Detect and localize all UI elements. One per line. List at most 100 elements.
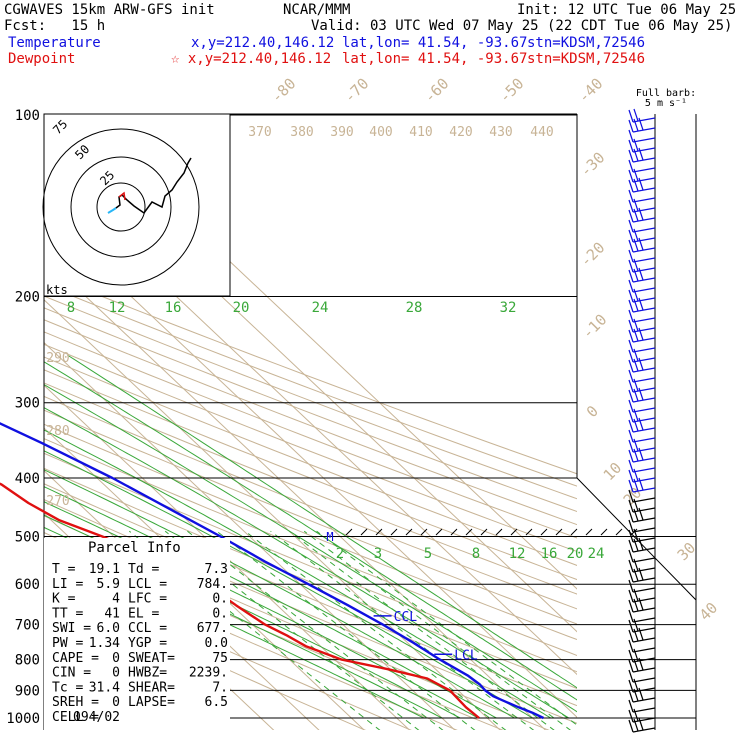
wind-barb-flag [628, 199, 634, 213]
isotherm-label: 40 [696, 599, 722, 625]
wind-barb [628, 258, 656, 273]
wind-barb-shaft [632, 607, 656, 613]
wind-barb-shaft [632, 717, 656, 723]
wind-barb-shaft [632, 127, 656, 133]
wind-barb-shaft [632, 427, 656, 433]
hatch-mark [450, 528, 458, 536]
dry-adiabat-line [44, 423, 577, 641]
wind-barb [628, 399, 656, 413]
parcel-param-label: SHEAR= [128, 680, 175, 695]
theta-label: 400 [369, 125, 392, 140]
wind-barb-flag [628, 459, 634, 473]
isotherm-line [0, 60, 10, 738]
wind-barb [628, 477, 656, 493]
wind-barb-shaft [632, 497, 656, 503]
wind-barb-flag [628, 339, 634, 353]
wind-barb-flag [633, 358, 639, 372]
wind-barb-flag [638, 297, 644, 311]
wind-barb-flag [633, 478, 639, 492]
parcel-param-label: CAPE = [52, 651, 99, 666]
wind-barb [628, 408, 656, 423]
wind-barb-flag [633, 508, 639, 522]
mixing-ratio-label: 8 [472, 546, 480, 562]
dry-adiabat-line [44, 483, 577, 707]
wind-barb [628, 348, 656, 363]
dry-adiabat-line [44, 319, 577, 526]
wind-barb-flag [633, 298, 639, 312]
wind-barb-flag [628, 579, 634, 593]
wind-barb [628, 669, 656, 683]
pressure-label: 200 [15, 290, 40, 306]
parcel-param-value: 7.3 [205, 562, 228, 577]
theta-label: 290 [46, 351, 69, 366]
wind-barb-flag [628, 289, 634, 303]
wind-barb-shaft [632, 687, 656, 693]
wind-barb-shaft [632, 217, 656, 223]
parcel-param-value: 0. [212, 606, 228, 621]
wind-barb-shaft [632, 707, 656, 713]
wind-barb-flag [633, 408, 639, 422]
wind-barb [628, 228, 656, 243]
moist-adiabat-line [44, 361, 577, 701]
wind-barb-flag [628, 179, 634, 193]
wind-barb-shaft [632, 417, 656, 423]
wind-barb-flag [633, 618, 639, 632]
hodograph-ring [42, 128, 200, 286]
dry-adiabat-line [44, 584, 367, 730]
moist-adiabat-label: 12 [109, 300, 126, 316]
wind-barb [628, 237, 656, 253]
wind-barb-flag [633, 558, 639, 572]
valid-time: Valid: 03 UTC Wed 07 May 25 (22 CDT Tue … [311, 18, 733, 34]
wind-barb-flag [633, 388, 639, 402]
pressure-label: 300 [15, 396, 40, 412]
wind-barb-flag [638, 447, 644, 461]
wind-barb [628, 378, 656, 393]
wind-barb [628, 687, 656, 703]
wind-barb-flag [628, 109, 634, 123]
wind-barb-flag [633, 648, 639, 662]
parcel-param-label: LI = [52, 577, 83, 592]
wind-barb-flag [628, 569, 634, 583]
hatch-mark [495, 528, 503, 536]
moist-adiabat-line [44, 469, 515, 719]
wind-barb-flag [628, 229, 634, 243]
wind-barb [628, 567, 656, 583]
wind-barb-flag [633, 178, 639, 192]
wind-barb [628, 417, 656, 433]
wind-barb-flag [628, 659, 634, 673]
hatch-mark [375, 528, 383, 536]
wind-barb-shaft [632, 317, 656, 323]
wind-barb-flag [638, 477, 644, 491]
mixing-ratio-line [216, 530, 476, 730]
parcel-param-label: LAPSE= [128, 695, 175, 710]
wind-barb-shaft [632, 297, 656, 303]
wind-barb-flag [638, 417, 644, 431]
wind-barb-flag [628, 429, 634, 443]
wind-barb-shaft [632, 287, 656, 293]
wind-barb [628, 657, 656, 673]
wind-barb-shaft [632, 337, 656, 343]
parcel-param-label: TT = [52, 606, 83, 621]
hatch-mark [585, 528, 593, 536]
barb-key-line1: Full barb: [636, 88, 696, 99]
wind-barb-flag [628, 469, 634, 483]
pressure-label: 600 [15, 577, 40, 593]
wind-barb [628, 558, 656, 573]
pressure-label: 700 [15, 618, 40, 634]
hatch-mark [510, 528, 518, 536]
wind-barb-shaft [632, 647, 656, 653]
parcel-param-value: 0.0 [205, 636, 228, 651]
wind-barb [628, 207, 656, 223]
wind-barb-flag [628, 479, 634, 493]
parcel-param-value: 094/02 [73, 710, 120, 725]
wind-barb-shaft [632, 197, 656, 203]
dewpoint-legend-station: stn=KDSM,72546 [527, 51, 646, 67]
dewpoint-legend-xy: ☆ x,y=212.40,146.12 [171, 51, 332, 67]
moist-adiabat-label: 16 [165, 300, 182, 316]
pressure-label: 1000 [6, 711, 40, 727]
wind-barb-flag [633, 148, 639, 162]
parcel-panel-bg [44, 538, 230, 730]
theta-label: 270 [46, 494, 69, 509]
pressure-label: 400 [15, 471, 40, 487]
